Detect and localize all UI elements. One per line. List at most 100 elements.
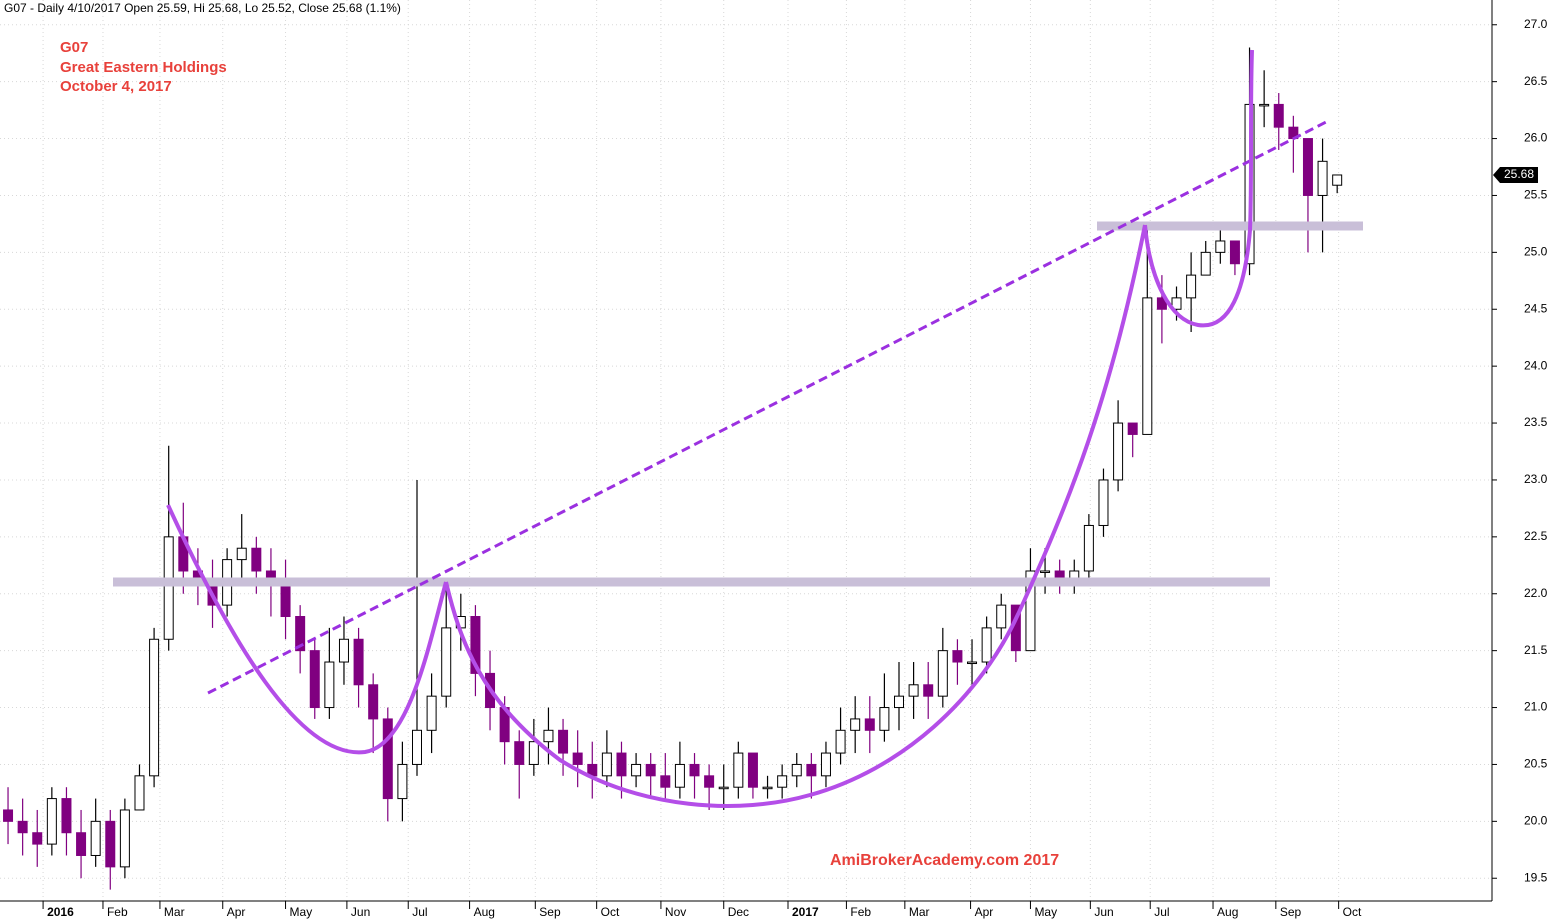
candle-body [1200,251,1211,276]
y-tick-label: 19.5 [1524,870,1548,884]
candles [3,47,1343,890]
candle-body [1025,570,1036,652]
y-tick-label: 22.5 [1524,529,1548,543]
candle-body [382,718,393,800]
candle-body [864,718,875,731]
candle-body [1332,174,1343,186]
candle-body [1083,524,1094,572]
cup-curve [166,504,448,755]
candle-body [937,650,948,697]
x-tick-label: Sep [1280,905,1302,919]
y-tick-label: 23.0 [1524,472,1548,486]
candle-body [543,729,554,743]
candle-body [61,798,72,834]
candle-body [660,775,671,788]
y-tick-label: 20.5 [1524,757,1548,771]
y-tick-label: 21.0 [1524,700,1548,714]
x-tick-label: Mar [909,905,930,919]
candle-body [616,752,627,777]
candle-body [893,695,904,709]
y-tick-label: 25.0 [1524,245,1548,259]
candle-body [981,627,992,663]
candle-body [163,536,174,640]
candle-body [470,616,481,674]
candle-body [1113,422,1124,481]
candle-body [119,809,130,868]
candle-body [1229,240,1240,265]
x-tick-label: 2016 [47,905,74,919]
candle-body [46,798,57,845]
candle-body [251,547,262,572]
candle-body [835,729,846,754]
candle-body [412,729,423,765]
candle-body [1302,138,1313,196]
candle-body [90,820,101,856]
candle-body [105,820,116,868]
x-tick-label: Jul [412,905,427,919]
candle-body [368,684,379,720]
x-tick-label: Jun [351,905,370,919]
price-tag [1493,166,1538,183]
x-tick-label: May [290,905,313,919]
candle-body [704,775,715,788]
candle-body [733,752,744,788]
y-tick-label: 26.5 [1524,74,1548,88]
candle-body [631,763,642,777]
x-tick-label: Dec [728,905,749,919]
candle-body [1127,422,1138,435]
candle-body [718,786,729,790]
y-tick-label: 22.0 [1524,586,1548,600]
candle-body [514,741,525,765]
x-tick-label: May [1034,905,1057,919]
candle-body [32,832,43,845]
x-tick-label: Apr [975,905,994,919]
candle-body [76,832,87,856]
handle-curve [1143,49,1254,328]
candle-body [149,638,160,777]
candle-body [528,741,539,765]
candle-body [806,763,817,777]
trend-line [207,118,1331,695]
candle-body [850,718,861,731]
y-tick-label: 25.5 [1524,188,1548,202]
x-tick-label: Feb [850,905,871,919]
y-tick-label: 24.5 [1524,301,1548,315]
candle-body [309,650,320,709]
candle-body [426,695,437,731]
candle-body [353,638,364,686]
candle-body [1171,297,1182,310]
x-tick-label: Oct [601,905,620,919]
candle-body [558,729,569,754]
x-tick-label: Jul [1154,905,1169,919]
y-tick-label: 27.0 [1524,17,1548,31]
candle-body [3,809,14,822]
y-tick-label: 26.0 [1524,131,1548,145]
annotation: October 4, 2017 [60,78,172,95]
annotation: Great Eastern Holdings [60,59,227,76]
candle-body [1186,274,1197,299]
candle-body [967,661,978,665]
y-tick-label: 20.0 [1524,814,1548,828]
candle-body [1098,479,1109,526]
y-tick-label: 24.0 [1524,358,1548,372]
x-tick-label: 2017 [792,905,819,919]
x-tick-label: Oct [1343,905,1362,919]
candle-body [1317,160,1328,196]
grid [0,0,1492,901]
candle-body [791,763,802,777]
annotation: G07 [60,39,88,56]
x-tick-label: Aug [474,905,495,919]
candle-body [996,604,1007,629]
candle-body [441,627,452,697]
candle-body [324,661,335,709]
candle-body [747,752,758,788]
price-tag-label: 25.68 [1504,167,1534,181]
watermark: AmiBrokerAcademy.com 2017 [830,852,1059,869]
x-tick-label: Sep [539,905,561,919]
chart-title: G07 - Daily 4/10/2017 Open 25.59, Hi 25.… [4,1,401,15]
drawing-overlay [113,49,1363,808]
candle-body [338,638,349,663]
candle-body [280,581,291,618]
